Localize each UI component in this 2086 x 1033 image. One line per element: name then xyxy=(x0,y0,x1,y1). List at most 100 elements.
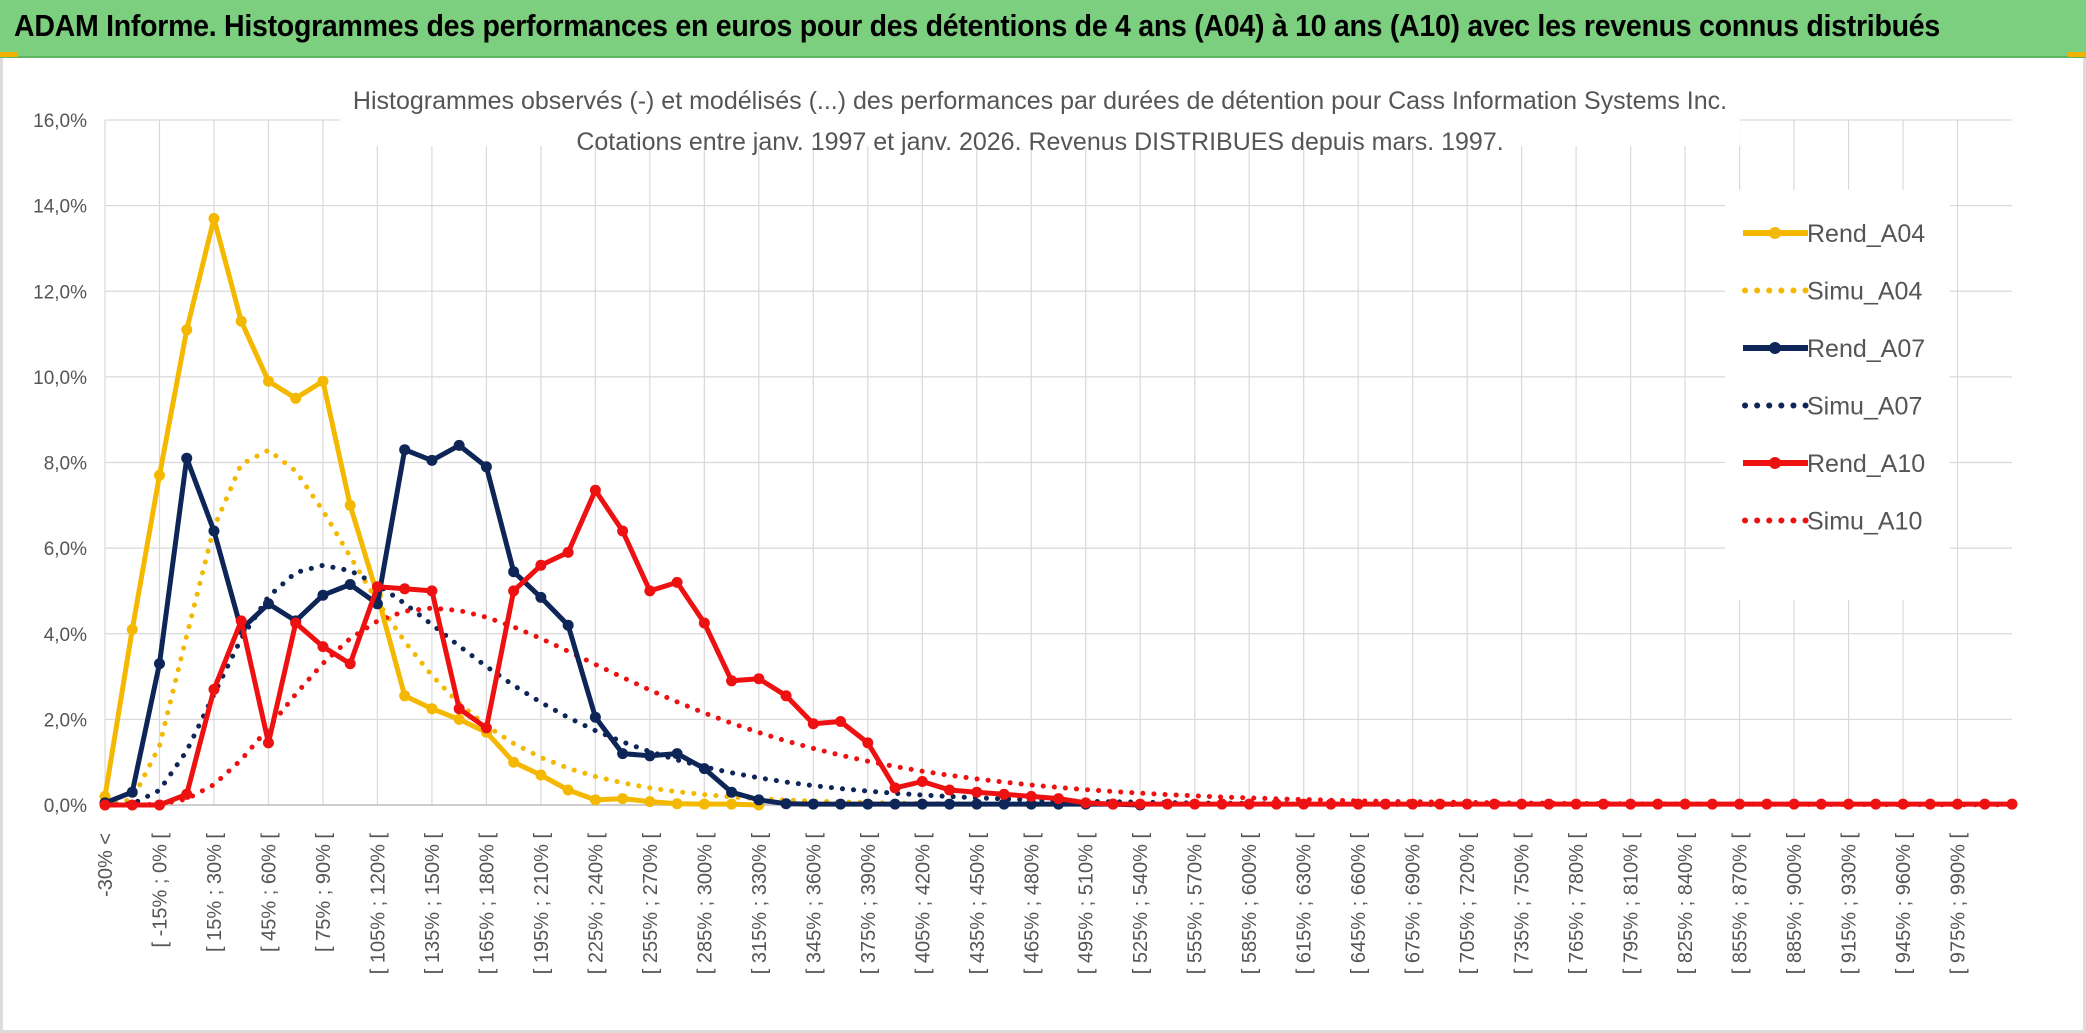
chart-title-background xyxy=(340,76,1740,146)
data-point xyxy=(1134,798,1146,810)
data-point xyxy=(862,798,874,810)
data-point xyxy=(262,737,274,749)
data-point xyxy=(617,793,629,805)
chart-title-line1: Histogrammes observés (-) et modélisés (… xyxy=(353,87,1727,115)
data-point xyxy=(235,315,247,327)
x-tick-label: [ 795% ; 810% [ xyxy=(1621,833,1643,975)
x-tick-label: [ 705% ; 720% [ xyxy=(1457,833,1479,975)
data-point xyxy=(1270,798,1282,810)
data-point xyxy=(1761,798,1773,810)
chart-title-line2: Cotations entre janv. 1997 et janv. 2026… xyxy=(576,128,1503,156)
data-point xyxy=(1434,798,1446,810)
x-tick-label: [ 105% ; 120% [ xyxy=(367,833,389,975)
data-point xyxy=(480,461,492,473)
legend-item: Rend_A10 xyxy=(1743,450,1925,478)
data-point xyxy=(589,711,601,723)
legend-label: Rend_A10 xyxy=(1807,450,1925,478)
data-point xyxy=(1352,798,1364,810)
data-point xyxy=(780,690,792,702)
data-point xyxy=(807,798,819,810)
data-point xyxy=(426,454,438,466)
data-point xyxy=(2006,798,2018,810)
data-point xyxy=(1216,798,1228,810)
data-point xyxy=(1597,798,1609,810)
data-point xyxy=(617,748,629,760)
data-point xyxy=(453,713,465,725)
data-point xyxy=(344,658,356,670)
data-point xyxy=(126,786,138,798)
data-point xyxy=(399,583,411,595)
series-simu-a07 xyxy=(102,562,1470,808)
data-point xyxy=(508,585,520,597)
x-tick-label: -30% < xyxy=(95,833,117,897)
data-point xyxy=(1924,798,1936,810)
data-point xyxy=(671,798,683,810)
data-point xyxy=(535,769,547,781)
legend-item: Simu_A07 xyxy=(1742,393,1922,421)
data-point xyxy=(1952,798,1964,810)
data-point xyxy=(344,499,356,511)
data-point xyxy=(1053,793,1064,805)
legend-label: Simu_A10 xyxy=(1807,508,1922,536)
data-point xyxy=(535,559,547,571)
data-point xyxy=(153,799,165,811)
data-point xyxy=(589,794,601,806)
data-point xyxy=(835,798,847,810)
data-point xyxy=(1107,798,1119,810)
data-point xyxy=(1161,798,1173,810)
y-tick-label: 8,0% xyxy=(44,454,87,475)
banner-corner-accent-left xyxy=(0,52,18,57)
data-point xyxy=(835,716,847,727)
x-tick-label: [ 915% ; 930% [ xyxy=(1839,833,1861,975)
legend-marker xyxy=(1769,342,1781,354)
x-tick-label: [ 975% ; 990% [ xyxy=(1948,833,1970,975)
data-point xyxy=(1870,798,1882,810)
data-point xyxy=(944,784,956,796)
data-point xyxy=(1516,798,1528,810)
data-point xyxy=(1325,798,1337,810)
x-tick-label: [ -15% ; 0% [ xyxy=(149,833,171,948)
data-point xyxy=(916,798,928,810)
data-point xyxy=(562,546,574,558)
data-point xyxy=(99,799,111,811)
data-point xyxy=(262,375,274,387)
data-point xyxy=(971,798,983,810)
x-tick-label: [ 585% ; 600% [ xyxy=(1239,833,1261,975)
legend-item: Simu_A10 xyxy=(1742,508,1922,536)
data-point xyxy=(671,748,683,760)
x-tick-label: [ 615% ; 630% [ xyxy=(1294,833,1316,975)
data-point xyxy=(644,750,656,762)
data-point xyxy=(726,798,738,810)
report-banner: ADAM Informe. Histogrammes des performan… xyxy=(0,0,2086,58)
data-point xyxy=(1734,798,1746,810)
data-point xyxy=(290,617,302,629)
data-point xyxy=(426,585,438,597)
legend-item: Simu_A04 xyxy=(1742,278,1922,306)
data-point xyxy=(807,718,819,730)
data-point xyxy=(399,444,411,456)
data-point xyxy=(1652,798,1664,810)
data-point xyxy=(1706,798,1718,810)
data-point xyxy=(617,525,629,537)
data-point xyxy=(1189,798,1201,810)
data-point xyxy=(290,392,302,404)
x-tick-label: [ 735% ; 750% [ xyxy=(1512,833,1534,975)
data-point xyxy=(535,591,547,603)
x-tick-label: [ 195% ; 210% [ xyxy=(531,833,553,975)
data-point xyxy=(726,675,738,687)
y-tick-label: 2,0% xyxy=(44,710,87,731)
data-point xyxy=(753,673,765,685)
data-point xyxy=(1679,798,1691,810)
data-point xyxy=(726,786,738,798)
x-tick-label: [ 855% ; 870% [ xyxy=(1730,833,1752,975)
y-tick-label: 14,0% xyxy=(33,197,87,218)
data-point xyxy=(1979,798,1991,810)
data-point xyxy=(1298,798,1310,810)
x-tick-label: [ 405% ; 420% [ xyxy=(912,833,934,975)
y-tick-label: 6,0% xyxy=(44,539,87,560)
data-point xyxy=(1407,798,1419,810)
data-point xyxy=(344,579,356,590)
data-point xyxy=(126,799,138,811)
series-layer xyxy=(99,213,2018,811)
legend-label: Simu_A07 xyxy=(1807,393,1922,421)
